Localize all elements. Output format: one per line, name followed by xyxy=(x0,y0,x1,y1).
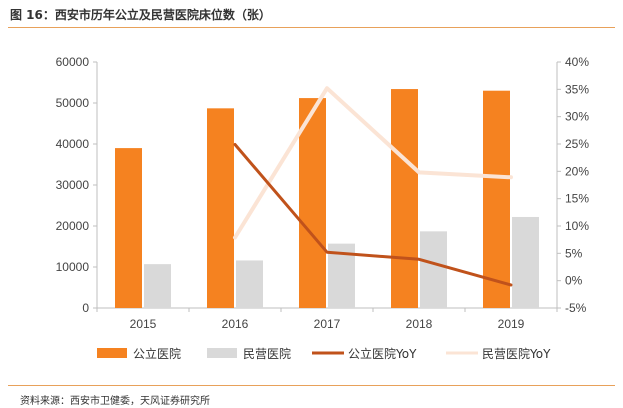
y-left-tick-label: 10000 xyxy=(56,260,90,274)
y-right-tick-label: 10% xyxy=(565,219,589,233)
bar-public-2017 xyxy=(299,98,326,308)
y-left-tick-label: 20000 xyxy=(56,219,90,233)
x-tick-label: 2015 xyxy=(130,317,157,331)
source-rule xyxy=(8,385,615,386)
bar-private-2019 xyxy=(512,216,539,308)
bar-private-2016 xyxy=(236,260,263,308)
y-right-tick-label: 0% xyxy=(565,274,583,288)
y-left-tick-label: 0 xyxy=(82,301,89,315)
line-public-yoy xyxy=(233,143,513,287)
y-left-tick-label: 50000 xyxy=(56,96,90,110)
y-left-tick-label: 60000 xyxy=(56,55,90,69)
legend-public-yoy-label: 公立医院YoY xyxy=(348,346,417,361)
line-private-yoy xyxy=(233,86,513,240)
legend-public-swatch xyxy=(97,348,127,358)
figure-title: 图 16：西安市历年公立及民营医院床位数（张） xyxy=(10,8,271,22)
y-right-tick-label: 30% xyxy=(565,110,589,124)
y-right-tick-label: 35% xyxy=(565,82,589,96)
bar-private-2015 xyxy=(144,264,171,308)
y-right-tick-label: 25% xyxy=(565,137,589,151)
legend-public-label: 公立医院 xyxy=(133,346,181,361)
source-note: 资料来源：西安市卫健委，天风证券研究所 xyxy=(20,396,210,407)
y-right-tick-label: -5% xyxy=(565,301,587,315)
y-right-tick-label: 15% xyxy=(565,192,589,206)
bar-public-2016 xyxy=(207,108,234,308)
x-tick-label: 2018 xyxy=(406,317,433,331)
bar-public-2019 xyxy=(483,90,510,308)
bar-public-2018 xyxy=(391,89,418,308)
y-left-tick-label: 40000 xyxy=(56,137,90,151)
y-right-tick-label: 5% xyxy=(565,246,583,260)
bar-private-2018 xyxy=(420,231,447,308)
title-rule xyxy=(8,27,615,28)
bar-public-2015 xyxy=(115,148,142,308)
x-tick-label: 2016 xyxy=(222,317,249,331)
legend-private-label: 民营医院 xyxy=(243,347,291,361)
y-right-tick-label: 20% xyxy=(565,164,589,178)
legend-private-yoy-label: 民营医院YoY xyxy=(482,347,551,361)
y-right-tick-label: 40% xyxy=(565,55,589,69)
y-left-tick-label: 30000 xyxy=(56,178,90,192)
x-tick-label: 2019 xyxy=(498,317,525,331)
legend-private-swatch xyxy=(207,348,237,358)
x-tick-label: 2017 xyxy=(314,317,341,331)
